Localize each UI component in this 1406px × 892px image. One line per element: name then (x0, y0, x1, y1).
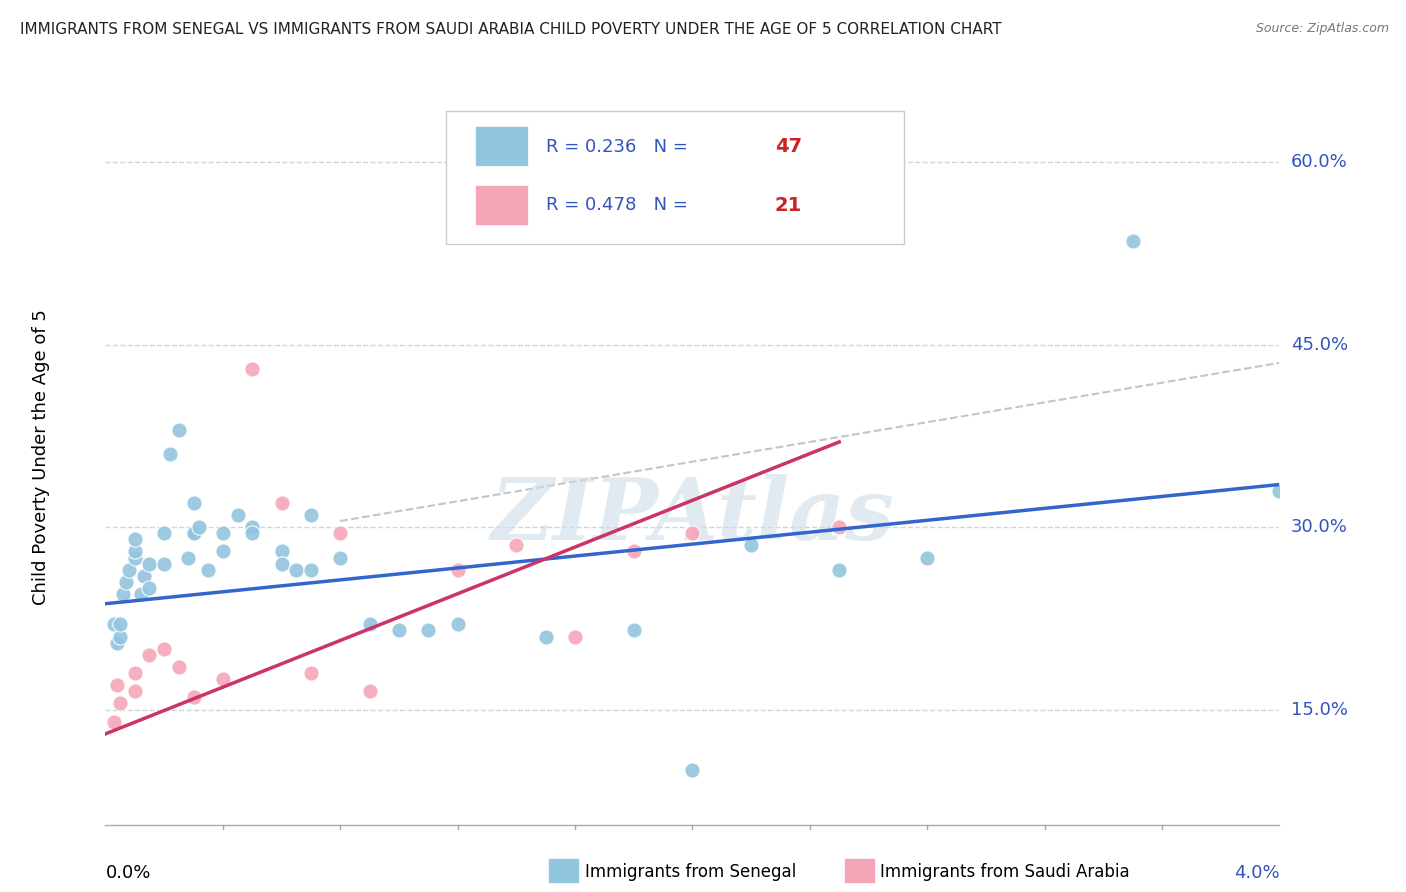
Point (534, 630, 557, 644)
Point (138, 648, 160, 662)
Point (183, 496, 205, 510)
Text: R = 0.478   N =: R = 0.478 N = (546, 196, 693, 214)
Point (103, 617, 125, 632)
Point (105, 635, 128, 649)
Point (917, 550, 939, 565)
Point (270, 544, 292, 558)
Text: 60.0%: 60.0% (1291, 153, 1347, 171)
Point (115, 574, 138, 589)
Point (505, 538, 527, 552)
Point (124, 533, 146, 547)
FancyBboxPatch shape (475, 185, 529, 226)
Text: 0.0%: 0.0% (105, 864, 150, 882)
Point (167, 660, 190, 674)
Point (153, 557, 176, 571)
Point (183, 690, 205, 705)
Text: 47: 47 (775, 137, 801, 156)
Point (329, 526, 352, 541)
Text: IMMIGRANTS FROM SENEGAL VS IMMIGRANTS FROM SAUDI ARABIA CHILD POVERTY UNDER THE : IMMIGRANTS FROM SENEGAL VS IMMIGRANTS FR… (20, 22, 1001, 37)
Point (124, 666, 146, 681)
Point (188, 520, 211, 534)
Point (270, 496, 292, 510)
Point (226, 508, 249, 522)
Text: ZIPAtlas: ZIPAtlas (491, 475, 894, 558)
Point (124, 684, 146, 698)
Point (153, 526, 176, 541)
Point (108, 617, 131, 632)
Point (167, 423, 190, 437)
Point (124, 544, 146, 558)
Point (285, 563, 308, 577)
Point (329, 550, 352, 565)
Point (159, 447, 181, 461)
Point (108, 697, 131, 711)
Point (623, 544, 645, 558)
Text: 30.0%: 30.0% (1291, 518, 1347, 536)
Point (124, 550, 146, 565)
Point (1122, 234, 1144, 248)
Point (112, 587, 135, 601)
Point (447, 617, 470, 632)
Text: Immigrants from Senegal: Immigrants from Senegal (585, 863, 796, 881)
Point (299, 666, 322, 681)
Point (197, 563, 219, 577)
Point (240, 362, 263, 376)
Text: Immigrants from Saudi Arabia: Immigrants from Saudi Arabia (880, 863, 1130, 881)
FancyBboxPatch shape (475, 126, 529, 167)
Point (299, 508, 322, 522)
Point (828, 520, 851, 534)
Point (564, 630, 586, 644)
Text: 15.0%: 15.0% (1291, 700, 1347, 719)
Point (153, 641, 176, 656)
Point (740, 538, 762, 552)
Point (682, 764, 704, 778)
Point (418, 624, 440, 638)
Point (623, 624, 645, 638)
Point (1268, 483, 1291, 498)
Point (240, 526, 263, 541)
Point (388, 624, 411, 638)
Point (359, 617, 381, 632)
Point (108, 630, 131, 644)
Text: Source: ZipAtlas.com: Source: ZipAtlas.com (1256, 22, 1389, 36)
Text: 4.0%: 4.0% (1234, 864, 1279, 882)
Point (138, 581, 160, 595)
Point (211, 672, 233, 686)
Point (270, 557, 292, 571)
FancyBboxPatch shape (446, 112, 904, 244)
Point (183, 526, 205, 541)
Point (105, 678, 128, 692)
Point (447, 563, 470, 577)
Point (682, 526, 704, 541)
Text: Child Poverty Under the Age of 5: Child Poverty Under the Age of 5 (32, 310, 49, 605)
Point (103, 714, 125, 729)
Text: R = 0.236   N =: R = 0.236 N = (546, 137, 693, 155)
Point (132, 568, 155, 582)
Point (359, 684, 381, 698)
Point (828, 563, 851, 577)
Point (240, 520, 263, 534)
Point (118, 563, 141, 577)
Point (183, 526, 205, 541)
Point (176, 550, 198, 565)
Point (211, 544, 233, 558)
Point (211, 526, 233, 541)
Text: 21: 21 (775, 196, 801, 215)
Text: 45.0%: 45.0% (1291, 335, 1348, 353)
Point (138, 557, 160, 571)
Point (129, 587, 152, 601)
Point (299, 563, 322, 577)
